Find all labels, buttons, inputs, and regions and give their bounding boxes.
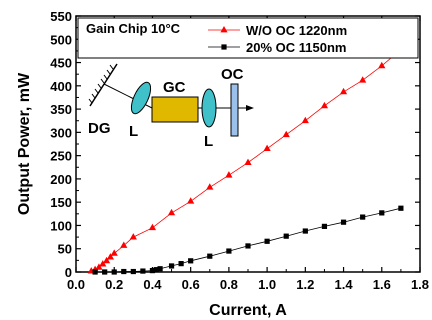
legend-label-1: W/O OC 1220nm bbox=[246, 23, 347, 38]
data-point-series-2 bbox=[264, 238, 270, 244]
x-tick-label: 0.8 bbox=[220, 277, 238, 292]
data-point-series-1 bbox=[110, 249, 118, 256]
x-tick-label: 1.2 bbox=[296, 277, 314, 292]
y-axis-label: Output Power, mW bbox=[16, 72, 33, 215]
data-point-series-1 bbox=[148, 223, 157, 231]
data-point-series-2 bbox=[321, 223, 328, 229]
data-point-series-2 bbox=[140, 268, 146, 274]
data-point-series-2 bbox=[245, 243, 251, 249]
x-tick-label: 1.0 bbox=[258, 277, 276, 292]
y-tick-label: 350 bbox=[50, 102, 72, 117]
data-point-series-2 bbox=[168, 263, 175, 269]
legend-box bbox=[77, 17, 419, 59]
data-point-series-2 bbox=[149, 268, 156, 274]
y-tick-label: 450 bbox=[50, 56, 72, 71]
x-axis-label: Current, A bbox=[209, 302, 287, 319]
data-point-series-2 bbox=[379, 210, 385, 216]
data-point-series-1 bbox=[187, 197, 195, 204]
grating-teeth bbox=[88, 64, 114, 104]
y-tick-label: 500 bbox=[50, 32, 72, 47]
data-point-series-2 bbox=[226, 248, 232, 254]
data-point-series-1 bbox=[378, 61, 386, 69]
data-point-series-2 bbox=[188, 258, 194, 264]
output-coupler bbox=[230, 83, 239, 137]
data-point-series-1 bbox=[99, 260, 107, 267]
label-dg: DG bbox=[88, 120, 111, 137]
plot-elements: 0.0 0.2 0.4 0.6 0.8 1.0 1.2 1.4 1.6 1.8 0 50 100 150 2… bbox=[16, 9, 429, 319]
data-point-series-1 bbox=[129, 233, 137, 240]
y-tick-label: 200 bbox=[50, 172, 72, 187]
series-line-1 bbox=[91, 49, 402, 272]
data-point-series-1 bbox=[206, 183, 214, 190]
data-point-series-2 bbox=[153, 267, 159, 273]
data-point-series-1 bbox=[301, 116, 309, 124]
y-tick-label: 0 bbox=[65, 265, 72, 280]
data-point-series-1 bbox=[225, 171, 233, 178]
data-point-series-1 bbox=[95, 263, 103, 270]
data-point-series-2 bbox=[340, 219, 347, 225]
data-point-series-1 bbox=[120, 241, 128, 248]
data-point-series-2 bbox=[178, 261, 184, 267]
y-tick-label: 550 bbox=[50, 9, 72, 24]
data-point-series-1 bbox=[359, 76, 367, 83]
y-tick-label: 150 bbox=[50, 195, 72, 210]
data-point-series-2 bbox=[111, 269, 117, 275]
x-tick-label: 1.4 bbox=[335, 277, 354, 292]
data-point-series-1 bbox=[339, 87, 348, 95]
data-point-series-2 bbox=[130, 268, 136, 275]
series-line-2 bbox=[95, 207, 401, 273]
diffraction-grating bbox=[89, 63, 118, 107]
data-point-series-2 bbox=[121, 268, 127, 275]
data-point-series-1 bbox=[102, 256, 111, 264]
data-point-series-2 bbox=[360, 214, 366, 220]
lens-2 bbox=[201, 88, 217, 128]
data-point-series-2 bbox=[398, 205, 404, 211]
data-point-series-1 bbox=[167, 208, 176, 216]
legend-marker-2 bbox=[221, 44, 227, 50]
data-point-series-1 bbox=[263, 144, 271, 152]
lens-1 bbox=[130, 81, 152, 115]
x-tick-label: 1.6 bbox=[373, 277, 391, 292]
x-tick-label: 0.4 bbox=[143, 277, 162, 292]
data-point-series-1 bbox=[320, 101, 329, 109]
x-tick-label: 0.6 bbox=[182, 277, 200, 292]
data-point-series-2 bbox=[207, 253, 213, 259]
annotation-text: Gain Chip 10°C bbox=[86, 21, 181, 36]
data-point-series-2 bbox=[302, 228, 308, 234]
data-point-series-2 bbox=[92, 269, 98, 275]
label-oc: OC bbox=[221, 66, 244, 83]
x-tick-label: 0.0 bbox=[67, 277, 85, 292]
data-point-series-2 bbox=[102, 269, 108, 275]
y-tick-label: 400 bbox=[50, 79, 72, 94]
y-tick-label: 300 bbox=[50, 125, 72, 140]
data-point-series-1 bbox=[282, 130, 290, 138]
legend-label-2: 20% OC 1150nm bbox=[246, 40, 346, 55]
data-point-series-2 bbox=[157, 266, 163, 272]
y-tick-label: 250 bbox=[50, 149, 72, 164]
x-tick-label: 1.8 bbox=[411, 277, 429, 292]
data-point-series-1 bbox=[244, 158, 252, 166]
data-point-series-1 bbox=[106, 253, 114, 260]
x-tick-label: 0.2 bbox=[105, 277, 123, 292]
legend-marker-1 bbox=[220, 26, 228, 33]
beam-arrow-head bbox=[246, 105, 254, 111]
y-tick-label: 50 bbox=[58, 242, 72, 257]
gain-chip bbox=[151, 96, 199, 123]
label-gc: GC bbox=[163, 79, 186, 96]
label-lens-1: L bbox=[129, 123, 138, 140]
y-tick-label: 100 bbox=[50, 218, 72, 233]
cavity-schematic: DG L GC L OC bbox=[88, 63, 254, 150]
data-point-series-2 bbox=[283, 233, 289, 239]
label-lens-2: L bbox=[204, 133, 213, 150]
